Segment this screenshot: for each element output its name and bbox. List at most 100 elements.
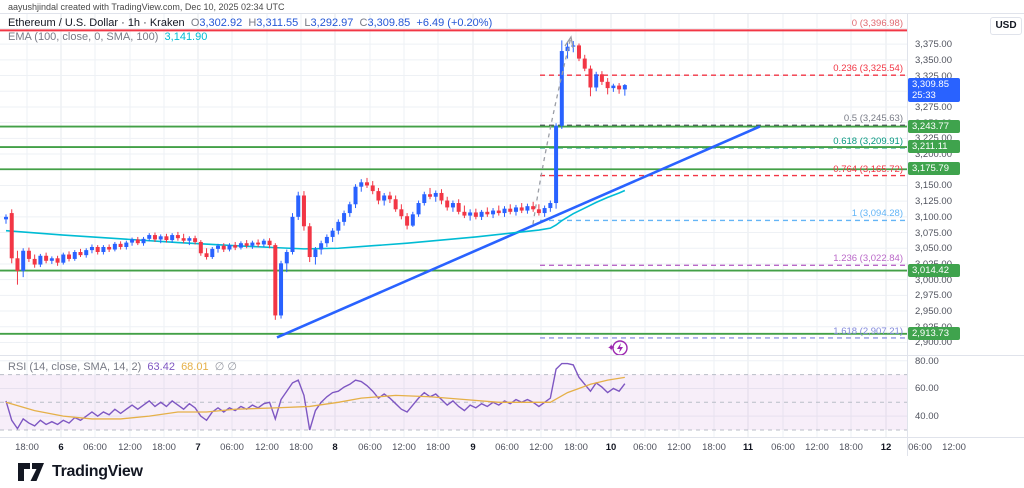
symbol-title: Ethereum / U.S. Dollar · 1h · Kraken [8,17,185,29]
candle-body [164,236,169,241]
price-level-badge: 3,175.79 [908,162,960,176]
bar-countdown: 25:33 [912,90,936,102]
time-axis-separator [0,437,1024,438]
candle-body [422,194,427,204]
time-axis-label: 12:00 [529,442,553,453]
flash-lightning-icon[interactable]: ✦ [607,343,616,354]
time-axis-label: 06:00 [771,442,795,453]
candle-body [4,216,8,220]
ohlc-low-value: 3,292.97 [310,17,354,29]
time-axis-label: 12:00 [942,442,966,453]
candle-body [577,45,581,59]
price-axis-label: 2,950.00 [915,306,952,318]
time-axis-label: 12:00 [667,442,691,453]
candle-body [428,194,433,197]
candle-body [548,203,553,209]
candle-body [67,254,72,259]
rsi-legend[interactable]: RSI (14, close, SMA, 14, 2) 63.42 68.01 … [8,360,237,373]
candle-body [107,246,112,250]
ema-legend[interactable]: EMA (100, close, 0, SMA, 100) 3,141.90 [8,31,207,43]
time-axis-label: 11 [742,442,754,453]
candle-body [508,208,513,212]
candle-body [622,85,627,90]
candle-body [542,208,547,214]
candle-body [393,199,398,210]
time-axis-label: 7 [195,442,201,453]
candle-body [221,245,226,250]
attribution-text: aayushjindal created with TradingView.co… [8,2,285,12]
candle-body [416,203,421,215]
last-price-value: 3,309.85 [912,79,949,91]
price-axis-label: 3,375.00 [915,39,952,51]
ohlc-high-label: H [248,17,257,29]
fib-label-1.618: 1.618 (2,907.21) [833,325,903,337]
candle-body [152,235,157,240]
time-axis-label: 9 [470,442,476,453]
candle-body [359,182,364,187]
candle-body [118,243,123,247]
candle-body [330,230,335,237]
candle-body [525,206,530,211]
projection-arrow[interactable] [532,36,572,225]
fib-label-1.236: 1.236 (3,022.84) [833,253,903,265]
time-axis-label: 6 [58,442,64,453]
candle-body [198,241,203,254]
candle-body [170,235,175,241]
candle-body [55,258,60,263]
candle-body [405,216,410,226]
price-axis-label: 2,975.00 [915,290,952,302]
time-axis-label: 8 [332,442,338,453]
tradingview-logo: TradingView [18,462,143,482]
candle-body [342,213,347,222]
candle-body [364,182,369,186]
time-axis-label: 18:00 [289,442,313,453]
ema-line[interactable] [5,189,626,250]
candle-body [216,245,221,249]
candle-body [301,195,306,227]
currency-button[interactable]: USD [990,17,1022,35]
candle-body [238,243,243,248]
rsi-ma-line[interactable] [5,376,625,420]
price-axis-label: 3,050.00 [915,243,952,255]
candle-body [147,235,152,239]
candle-body [84,250,89,256]
candle-body [554,125,559,204]
ema-value: 3,141.90 [164,31,208,43]
candle-body [181,238,186,241]
candle-body [158,236,163,240]
candle-body [531,206,536,210]
time-axis-label: 06:00 [633,442,657,453]
candle-body [95,246,100,253]
symbol-legend[interactable]: Ethereum / U.S. Dollar · 1h · Kraken O3,… [8,17,492,29]
candle-body [519,207,524,211]
candle-body [21,250,26,271]
time-axis-label: 18:00 [426,442,450,453]
ohlc-low-label: L [304,17,311,29]
candle-body [496,210,501,214]
candle-body [370,185,375,192]
candle-body [513,207,518,212]
candle-body [599,74,604,82]
price-axis-label: 3,325.00 [915,70,952,82]
fib-label-0.618: 0.618 (3,209.91) [833,135,903,147]
candle-body [376,191,381,201]
ema-label: EMA (100, close, 0, SMA, 100) [8,31,159,43]
candle-body [210,248,215,258]
price-axis-label: 3,075.00 [915,227,952,239]
candle-body [279,263,284,316]
candle-body [284,252,289,264]
price-axis-label: 3,200.00 [915,149,952,161]
candle-body [290,216,295,253]
candle-body [445,200,450,208]
candle-body [101,246,106,253]
pane-separator[interactable] [0,355,1024,356]
candle-body [399,209,404,217]
candle-body [382,195,387,201]
candle-body [473,212,478,217]
candle-body [479,211,484,217]
candle-body [347,204,352,214]
candle-body [450,203,455,208]
candle-body [462,211,467,216]
price-axis-label: 3,150.00 [915,180,952,192]
